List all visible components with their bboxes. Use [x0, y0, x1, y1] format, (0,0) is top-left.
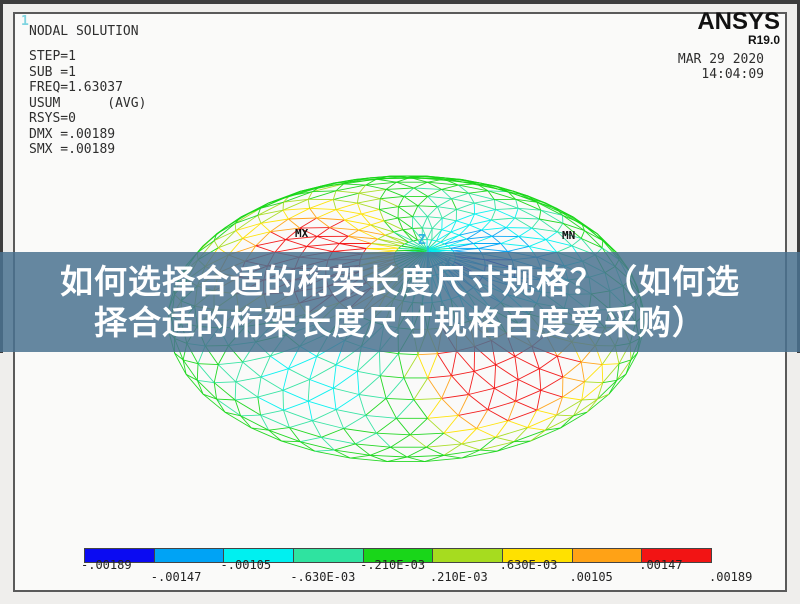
max-displacement-label: MX [295, 227, 309, 240]
solution-title: NODAL SOLUTION [29, 24, 139, 39]
colorbar-segment [154, 549, 225, 562]
plot-window-number: 1 [21, 14, 29, 29]
colorbar-label: -.00189 [81, 558, 132, 572]
colorbar-segment [224, 549, 295, 562]
solution-info-line: RSYS=0 [29, 111, 76, 126]
colorbar-segment [85, 549, 155, 562]
analysis-datetime: MAR 29 2020 14:04:09 [678, 52, 764, 82]
colorbar-label: -.00105 [220, 558, 272, 572]
analysis-date: MAR 29 2020 [677, 52, 764, 67]
colorbar-label: .00105 [569, 570, 613, 584]
colorbar-segment [572, 549, 643, 562]
solution-info-line: USUM (AVG) [29, 95, 147, 111]
window-right-edge [797, 0, 800, 353]
colorbar-label: .00147 [639, 558, 683, 572]
colorbar-label: -.00147 [150, 570, 202, 584]
banner-title-line1: 如何选择合适的桁架长度尺寸规格？（如何选 [60, 262, 740, 301]
title-banner: 如何选择合适的桁架长度尺寸规格？（如何选 择合适的桁架长度尺寸规格百度爱采购） [0, 252, 800, 352]
solution-info-line: DMX =.00189 [29, 126, 116, 142]
colorbar-label: .210E-03 [429, 570, 488, 584]
banner-title-line2: 择合适的桁架长度尺寸规格百度爱采购） [94, 303, 706, 342]
colorbar-label: .630E-03 [499, 558, 558, 572]
colorbar [84, 548, 712, 563]
colorbar-label: .00189 [709, 570, 753, 584]
solution-info-line: FREQ=1.63037 [29, 80, 123, 95]
solution-info-line: SUB =1 [29, 64, 76, 80]
colorbar-label: -.210E-03 [360, 558, 426, 572]
window-top-edge [0, 0, 800, 4]
colorbar-segment [433, 549, 504, 562]
colorbar-segment [503, 549, 573, 562]
solution-info-line: STEP=1 [29, 49, 76, 64]
min-displacement-label: MN [562, 229, 575, 242]
ansys-version: R19.0 [747, 33, 780, 47]
triad-z-label: Z [418, 233, 426, 248]
window-left-edge [0, 0, 3, 353]
colorbar-label: -.630E-03 [290, 570, 356, 584]
solution-info: NODAL SOLUTION STEP=1 SUB =1 FREQ=1.6303… [29, 24, 146, 158]
analysis-time: 14:04:09 [701, 67, 764, 82]
colorbar-segment [642, 549, 712, 562]
ansys-brand: ANSYS R19.0 [697, 10, 780, 47]
ansys-logo: ANSYS [697, 8, 780, 35]
colorbar-segment [363, 549, 434, 562]
colorbar-segment [294, 549, 364, 562]
solution-info-line: SMX =.00189 [29, 142, 116, 157]
